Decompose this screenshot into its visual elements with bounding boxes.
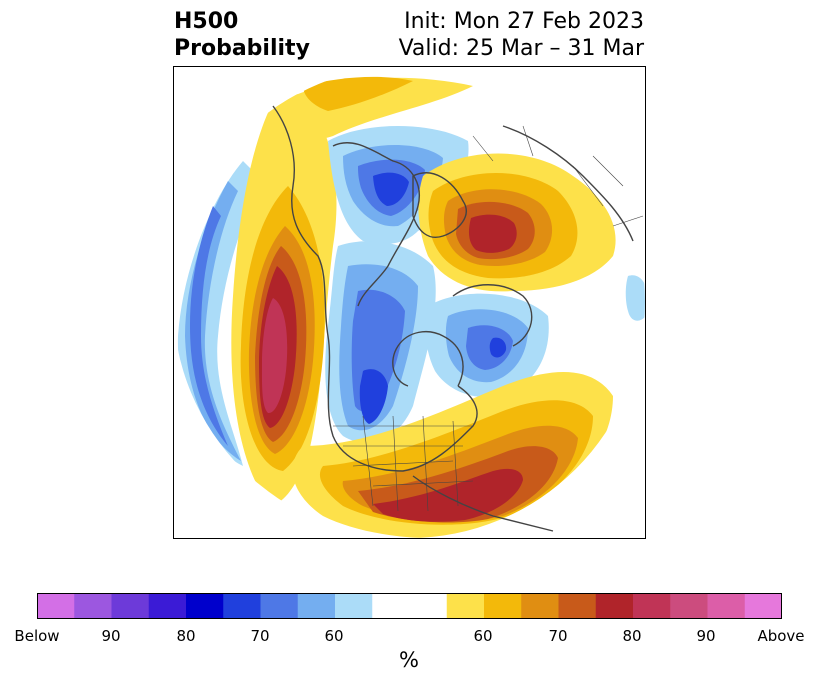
colorbar-cell bbox=[707, 593, 746, 619]
colorbar-cell bbox=[148, 593, 187, 619]
colorbar-tick-label: 90 bbox=[696, 627, 716, 645]
colorbar-cell bbox=[111, 593, 150, 619]
colorbar-cell bbox=[409, 593, 448, 619]
valid-range: Valid: 25 Mar – 31 Mar bbox=[398, 36, 644, 61]
colorbar-cell bbox=[521, 593, 559, 619]
colorbar-unit-label: % bbox=[399, 648, 419, 672]
colorbar-tick-label: 80 bbox=[176, 627, 196, 645]
map-frame bbox=[173, 66, 646, 539]
title-variable: H500 bbox=[174, 9, 239, 34]
colorbar-cell bbox=[558, 593, 597, 619]
probability-map bbox=[173, 66, 646, 539]
colorbar-cell bbox=[260, 593, 299, 619]
colorbar-tick-label: 60 bbox=[324, 627, 344, 645]
colorbar-tick-label: 60 bbox=[473, 627, 493, 645]
title-left: H500 Probability bbox=[174, 8, 310, 62]
shaded-anomalies bbox=[177, 76, 645, 538]
colorbar-cell bbox=[297, 593, 336, 619]
colorbar-cell bbox=[446, 593, 485, 619]
colorbar-tick-label: 70 bbox=[548, 627, 568, 645]
colorbar-tick-label: 80 bbox=[622, 627, 642, 645]
colorbar-cell bbox=[186, 593, 224, 619]
colorbar-cell bbox=[595, 593, 634, 619]
colorbar-cell bbox=[372, 593, 410, 619]
title-right: Init: Mon 27 Feb 2023 Valid: 25 Mar – 31… bbox=[399, 8, 644, 62]
colorbar-cell bbox=[484, 593, 522, 619]
title-product: Probability bbox=[174, 36, 310, 61]
colorbar-cell bbox=[335, 593, 373, 619]
colorbar-tick-label: 90 bbox=[101, 627, 121, 645]
state-borders bbox=[333, 125, 644, 512]
colorbar bbox=[37, 593, 782, 619]
init-date: Init: Mon 27 Feb 2023 bbox=[404, 9, 644, 34]
colorbar-frame bbox=[37, 593, 782, 619]
colorbar-tick-label: Below bbox=[14, 627, 60, 645]
colorbar-cell bbox=[74, 593, 112, 619]
coastlines bbox=[272, 105, 634, 532]
colorbar-cell bbox=[37, 593, 75, 619]
colorbar-tick-label: Above bbox=[757, 627, 805, 645]
colorbar-cell bbox=[670, 593, 708, 619]
colorbar-cell bbox=[223, 593, 261, 619]
colorbar-tick-label: 70 bbox=[250, 627, 270, 645]
colorbar-cell bbox=[633, 593, 671, 619]
colorbar-cell bbox=[744, 593, 782, 619]
